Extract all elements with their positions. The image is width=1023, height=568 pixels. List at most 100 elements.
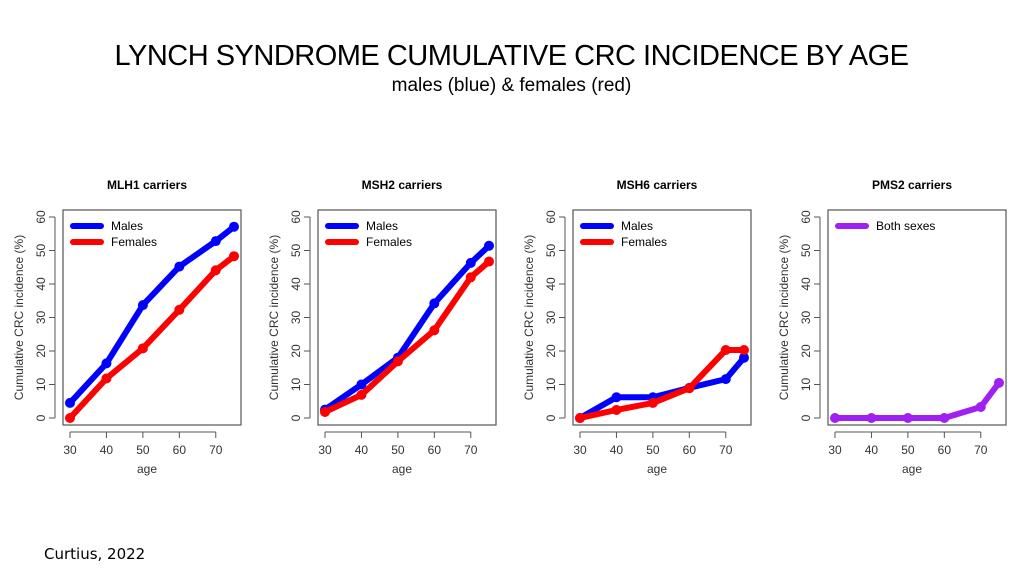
y-tick-label: 20 [799,344,813,358]
series-females [65,251,239,423]
data-point [647,397,658,408]
y-tick-label: 50 [289,244,303,258]
page-subtitle: males (blue) & females (red) [391,75,632,96]
series-line [67,223,237,406]
data-point [174,261,185,272]
x-tick-label: 60 [173,443,187,457]
series-males [320,240,494,415]
series-line [832,379,1002,421]
y-axis-label: Cumulative CRC incidence (%) [522,235,536,400]
x-tick-label: 60 [683,443,697,457]
chart-pms2: PMS2 carriers 0 10 20 30 40 50 60 Cumulative CRC… [777,178,1007,476]
series-both-sexes [830,377,1004,423]
x-tick-label: 70 [974,443,988,457]
chart-msh2: MSH2 carriers 0 10 20 30 40 50 60 Cumulative CRC… [267,178,497,476]
y-tick-label: 50 [544,244,558,258]
data-point [356,379,367,390]
x-tick-label: 40 [100,443,114,457]
x-tick-label: 30 [63,443,77,457]
legend: Males Females [580,219,667,249]
plot-frame [572,209,752,426]
legend: Males Females [325,219,412,249]
x-tick-label: 30 [318,443,332,457]
series-line [577,346,747,421]
x-tick-label: 40 [355,443,369,457]
data-point [575,413,585,423]
y-tick-label: 0 [34,414,48,421]
y-tick-label: 30 [544,311,558,325]
y-tick-label: 20 [34,344,48,358]
legend-label: Males [366,219,398,233]
y-tick-label: 0 [799,414,813,421]
chart-msh6: MSH6 carriers 0 10 20 30 40 50 60 Cumulative CRC… [522,178,752,476]
data-point [939,413,950,423]
y-tick-label: 10 [544,378,558,392]
legend-label: Both sexes [876,219,935,233]
x-tick-label: 50 [646,443,660,457]
x-axis-label: age [137,462,157,476]
y-tick-label: 10 [34,378,48,392]
y-tick-label: 30 [799,311,813,325]
y-tick-label: 40 [34,277,48,291]
data-point [101,358,112,369]
x-tick-label: 50 [901,443,915,457]
y-tick-label: 10 [289,378,303,392]
data-point [611,404,622,415]
x-axis-label: age [647,462,667,476]
x-tick-label: 70 [719,443,733,457]
data-point [484,256,494,267]
page-title: LYNCH SYNDROME CUMULATIVE CRC INCIDENCE … [114,40,909,72]
data-point [101,373,112,384]
data-point [210,265,221,276]
legend: Males Females [70,219,157,249]
y-axis-label: Cumulative CRC incidence (%) [777,235,791,400]
legend-label: Females [111,235,157,249]
data-point [429,325,440,336]
data-point [392,356,403,367]
plot-frame [827,209,1007,426]
data-point [465,272,476,283]
chart-title: MSH2 carriers [362,178,443,192]
x-tick-label: 60 [428,443,442,457]
series-females [320,256,494,417]
y-tick-label: 60 [799,210,813,224]
y-tick-label: 0 [544,414,558,421]
series-line [67,253,237,421]
data-point [65,413,75,423]
chart-title: MLH1 carriers [107,178,187,192]
data-point [720,344,731,355]
y-tick-label: 0 [289,414,303,421]
x-tick-label: 40 [865,443,879,457]
data-point [465,257,476,268]
data-point [137,300,148,311]
x-tick-label: 70 [209,443,223,457]
x-tick-label: 30 [828,443,842,457]
x-tick-label: 60 [938,443,952,457]
legend-label: Females [621,235,667,249]
data-point [830,413,840,423]
source-citation: Curtius, 2022 [44,545,146,563]
data-point [174,304,185,315]
y-tick-label: 40 [544,277,558,291]
data-point [210,236,221,247]
data-point [65,397,75,408]
data-point [994,377,1004,388]
series-males [65,221,239,408]
x-tick-label: 50 [136,443,150,457]
x-tick-label: 70 [464,443,478,457]
y-tick-label: 40 [799,277,813,291]
data-point [356,389,367,400]
y-tick-label: 20 [289,344,303,358]
chart-title: PMS2 carriers [872,178,952,192]
data-point [739,352,749,363]
legend-label: Females [366,235,412,249]
data-point [902,413,913,423]
data-point [739,344,749,355]
y-tick-label: 20 [544,344,558,358]
y-tick-label: 60 [289,210,303,224]
x-tick-label: 50 [391,443,405,457]
data-point [137,343,148,354]
y-tick-label: 60 [34,210,48,224]
data-point [484,240,494,251]
plot-frame [317,209,497,426]
